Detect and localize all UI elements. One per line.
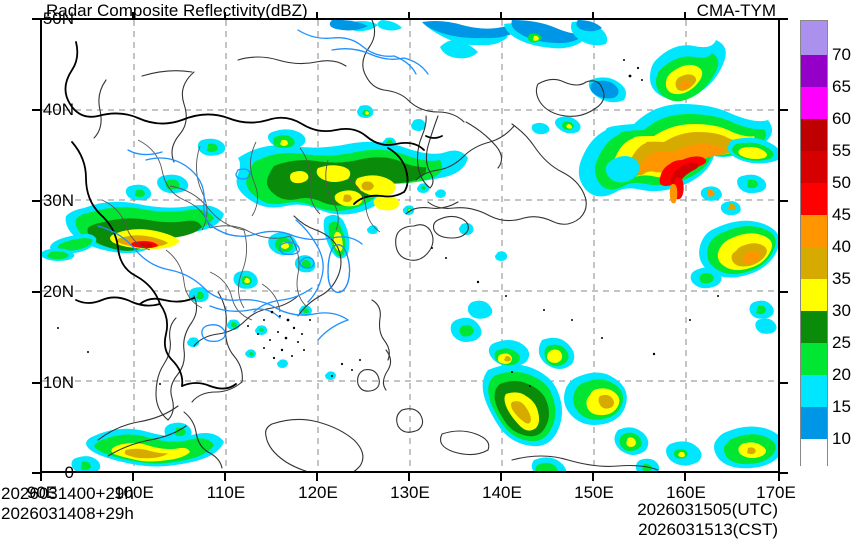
x-tick-top-130 (408, 12, 410, 20)
y-axis-label-0: 0 (64, 463, 74, 482)
footer-valid-cst: 2026031513(CST) (638, 520, 778, 539)
x-axis-label-90E: 90E (26, 483, 58, 502)
colorbar-band-35-40 (801, 247, 827, 279)
colorbar-band-10-15 (801, 407, 827, 439)
colorbar-band-55-60 (801, 119, 827, 151)
coastlines (93, 20, 659, 471)
echo-east-equatorial (635, 318, 778, 471)
colorbar-band-gt70 (801, 21, 827, 55)
colorbar-band-45-50 (801, 183, 827, 215)
y-tick-10 (32, 382, 40, 384)
x-tick-140 (500, 473, 502, 481)
colorbar-band-25-30 (801, 311, 827, 343)
x-tick-150 (592, 473, 594, 481)
y-axis-label-30N: 30N (42, 191, 74, 210)
y-tick-right-50 (780, 18, 788, 20)
island-dots (57, 59, 719, 387)
y-tick-20 (32, 291, 40, 293)
y-tick-50 (32, 18, 40, 20)
colorbar-label-45: 45 (832, 205, 851, 224)
y-tick-right-40 (780, 109, 788, 111)
echo-sea-of-japan (329, 20, 608, 59)
colorbar-label-65: 65 (832, 77, 851, 96)
colorbar-label-55: 55 (832, 141, 851, 160)
colorbar-band-15-20 (801, 375, 827, 407)
y-axis-label-20N: 20N (42, 282, 74, 301)
colorbar-band-60-65 (801, 87, 827, 119)
y-tick-0 (32, 472, 40, 474)
x-axis-label-120E: 120E (298, 483, 338, 502)
echo-hokkaido (531, 77, 626, 135)
echo-central-east-china (188, 141, 468, 303)
colorbar-band-50-55 (801, 151, 827, 183)
x-axis-label-170E: 170E (756, 483, 796, 502)
x-axis-label-140E: 140E (482, 483, 522, 502)
colorbar-band-65-70 (801, 55, 827, 87)
colorbar-label-60: 60 (832, 109, 851, 128)
footer-valid-times: 2026031505(UTC) 2026031513(CST) (637, 500, 778, 540)
x-tick-100 (132, 473, 134, 481)
echo-sumatra-malaysia (71, 422, 224, 471)
colorbar-label-25: 25 (832, 333, 851, 352)
colorbar[interactable] (800, 20, 828, 477)
colorbar-label-35: 35 (832, 269, 851, 288)
x-axis-label-100E: 100E (114, 483, 154, 502)
colorbar-band-30-35 (801, 279, 827, 311)
x-tick-120 (316, 473, 318, 481)
echo-scattered-misc (187, 105, 508, 380)
x-tick-170 (778, 473, 780, 481)
y-tick-right-10 (780, 382, 788, 384)
x-tick-130 (408, 473, 410, 481)
page-title: Radar Composite Reflectivity(dBZ) (46, 1, 308, 20)
x-axis-label-160E: 160E (666, 483, 706, 502)
colorbar-label-50: 50 (832, 173, 851, 192)
radar-map-plot[interactable] (40, 18, 780, 473)
x-tick-top-100 (132, 12, 134, 20)
x-tick-90 (40, 473, 42, 481)
x-axis-label-150E: 150E (574, 483, 614, 502)
colorbar-label-40: 40 (832, 237, 851, 256)
y-tick-40 (32, 109, 40, 111)
x-tick-160 (684, 473, 686, 481)
national-borders (64, 41, 443, 390)
footer-valid-utc: 2026031505(UTC) (637, 500, 778, 519)
y-axis-label-40N: 40N (42, 100, 74, 119)
y-tick-right-20 (780, 291, 788, 293)
y-tick-right-0 (780, 472, 788, 474)
echo-east-160e (690, 220, 778, 319)
x-tick-top-160 (684, 12, 686, 20)
gridlines (42, 20, 778, 471)
echo-nw-pacific-front (578, 40, 778, 216)
x-tick-top-150 (592, 12, 594, 20)
colorbar-label-30: 30 (832, 301, 851, 320)
x-axis-label-130E: 130E (390, 483, 430, 502)
colorbar-label-70: 70 (832, 45, 851, 64)
footer-init-utc: 2026031400+29h (1, 484, 134, 503)
colorbar-label-10: 10 (832, 429, 851, 448)
rivers (97, 29, 429, 342)
colorbar-label-20: 20 (832, 365, 851, 384)
y-axis-label-50N: 50N (42, 9, 74, 28)
y-axis-label-10N: 10N (42, 373, 74, 392)
y-tick-30 (32, 200, 40, 202)
footer-initialization-times: 2026031400+29h 2026031408+29h (1, 484, 134, 524)
x-tick-top-140 (500, 12, 502, 20)
radar-map-svg (42, 20, 778, 471)
colorbar-band-lt10 (801, 439, 827, 477)
colorbar-label-15: 15 (832, 397, 851, 416)
colorbar-band-20-25 (801, 343, 827, 375)
colorbar-band-40-45 (801, 215, 827, 247)
echo-tropical-w-pacific (450, 300, 649, 471)
x-axis-label-110E: 110E (206, 483, 246, 502)
x-tick-top-110 (224, 12, 226, 20)
x-tick-top-120 (316, 12, 318, 20)
organization-label: CMA-TYM (696, 1, 776, 20)
x-tick-110 (224, 473, 226, 481)
y-tick-right-30 (780, 200, 788, 202)
footer-init-cst: 2026031408+29h (1, 504, 134, 523)
